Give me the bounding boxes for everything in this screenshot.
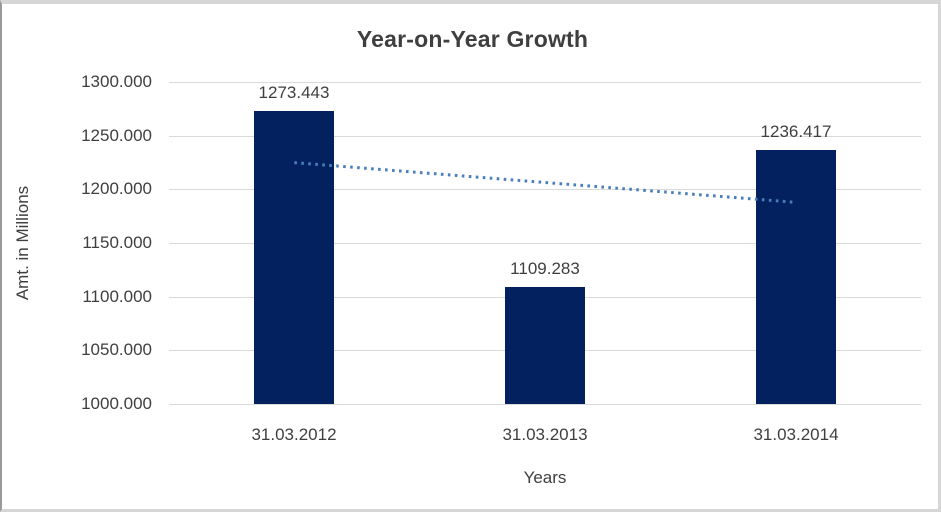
y-tick-label: 1250.000 bbox=[81, 126, 152, 145]
x-axis-title: Years bbox=[523, 468, 567, 487]
bar-31.03.2014 bbox=[756, 150, 836, 404]
bar-31.03.2012 bbox=[254, 111, 334, 404]
bar-31.03.2013 bbox=[505, 287, 585, 404]
y-tick-label: 1200.000 bbox=[81, 179, 152, 198]
gridline bbox=[169, 82, 921, 83]
y-axis-title: Amt. in Millions bbox=[13, 185, 32, 301]
bar-data-label: 1236.417 bbox=[760, 122, 832, 141]
gridline bbox=[169, 136, 921, 137]
y-tick-label: 1100.000 bbox=[82, 287, 152, 306]
x-tick-label: 31.03.2013 bbox=[502, 425, 588, 444]
gridline bbox=[169, 404, 921, 405]
y-tick-label: 1050.000 bbox=[81, 340, 152, 359]
chart-title: Year-on-Year Growth bbox=[356, 26, 589, 52]
x-tick-label: 31.03.2014 bbox=[753, 425, 839, 444]
y-tick-label: 1150.000 bbox=[82, 233, 152, 252]
bar-data-label: 1109.283 bbox=[510, 259, 580, 278]
y-tick-label: 1300.000 bbox=[81, 72, 152, 91]
bar-data-label: 1273.443 bbox=[258, 83, 330, 102]
x-tick-label: 31.03.2012 bbox=[251, 425, 337, 444]
gridline bbox=[169, 243, 921, 244]
y-tick-label: 1000.000 bbox=[81, 394, 152, 413]
